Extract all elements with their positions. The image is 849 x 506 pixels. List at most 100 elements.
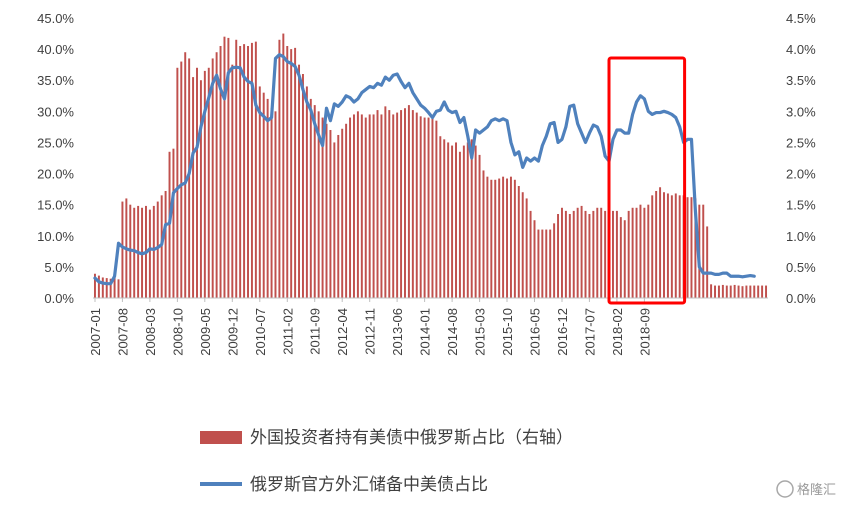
bar [737,285,740,298]
bar [466,142,469,298]
bar [729,285,732,298]
bar [101,277,104,298]
bar [592,210,595,298]
bar [439,136,442,298]
bar [612,210,614,298]
x-tick-label: 2013-06 [390,308,405,356]
bar [407,105,410,298]
bar [247,46,249,298]
bar [619,217,622,298]
right-axis-tick-labels: 0.0% 0.5% 1.0% 1.5% 2.0% 2.5% 3.0% 3.5% 4.0% 4.5% [786,11,816,306]
bar [525,198,528,298]
line-series-group [93,53,756,286]
bar [160,195,163,298]
bar [478,154,481,298]
bar [663,192,665,298]
bar [690,197,693,298]
bar [121,201,124,298]
bar [415,112,418,298]
bar [765,285,768,298]
bar [427,117,430,298]
bar [164,190,167,298]
bar [231,64,234,298]
bar [176,67,179,298]
bar [188,58,191,298]
bar [549,229,552,298]
bar [651,195,654,298]
bar [451,145,454,298]
bar [180,61,183,299]
bar [702,204,705,298]
right-tick-label: 1.5% [786,198,816,213]
bar [388,110,391,298]
bar [717,285,720,298]
bar [227,37,230,298]
bar [235,39,238,298]
bar [211,58,214,298]
bar [576,207,579,298]
watermark-text: 格隆汇 [797,482,836,498]
left-tick-label: 30.0% [37,104,74,119]
left-tick-label: 15.0% [37,198,74,213]
bar [400,110,403,298]
bar [152,205,155,298]
bar [458,151,461,298]
bar [455,142,457,298]
bar [486,176,489,298]
bar [506,178,509,298]
right-tick-label: 4.0% [786,42,816,57]
axes-group [93,297,768,302]
x-tick-label: 2012-04 [335,308,350,356]
bar [329,130,332,298]
bar [113,276,116,298]
highlight-box [607,56,687,305]
x-tick-label: 2015-03 [473,308,488,356]
x-tick-label: 2007-08 [115,308,130,356]
bar [294,47,297,299]
bar [356,111,359,298]
bar [290,49,293,298]
bar [360,114,363,298]
right-tick-label: 3.5% [786,73,816,88]
bar [631,207,634,298]
bar [223,36,226,299]
bar [502,176,505,298]
bar [588,214,591,298]
bar [352,114,355,298]
bar [199,80,202,298]
right-tick-label: 3.0% [786,104,816,119]
bar [156,201,159,298]
bar [584,210,587,298]
bar [286,46,289,298]
bar [745,285,748,298]
left-tick-label: 10.0% [37,229,74,244]
bar [270,108,273,298]
bar [207,67,210,298]
bar [431,117,434,298]
x-axis-tick-labels: 2007-01 2007-08 2008-03 2008-10 2009-05 2009-… [88,308,652,356]
right-tick-label: 4.5% [786,11,816,26]
x-tick-label: 2011-09 [308,308,323,355]
left-tick-label: 20.0% [37,167,74,182]
bar [627,210,630,298]
bar [384,106,387,298]
bar [494,179,497,298]
bar [670,195,673,298]
bar [192,77,195,298]
bar [105,278,108,298]
bar [490,179,493,298]
left-tick-label: 35.0% [37,73,74,88]
bar [321,117,324,298]
bar [462,145,465,298]
bar [537,229,540,298]
bar [674,193,677,298]
x-tick-label: 2010-07 [253,308,268,356]
bar [313,105,316,298]
bar [749,285,752,298]
bar [345,123,348,298]
bar [643,207,646,298]
bar [435,120,438,298]
bar [411,110,414,298]
bar [196,67,198,298]
